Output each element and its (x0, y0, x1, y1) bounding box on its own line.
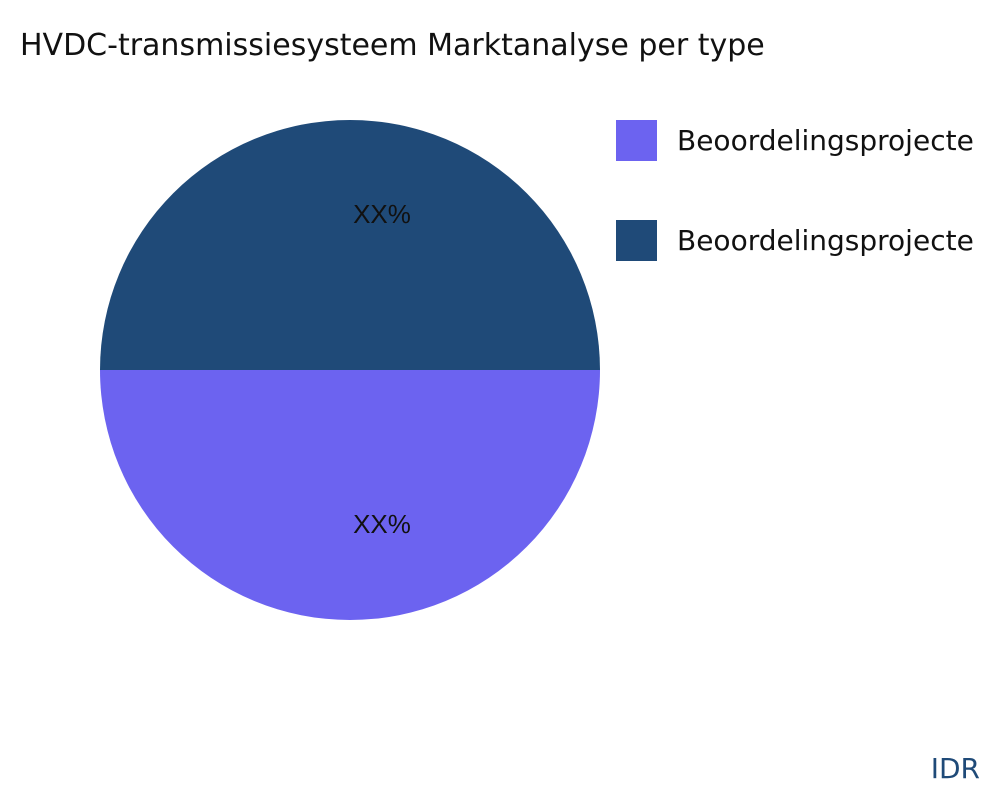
legend-label: Beoordelingsprojecte (677, 223, 974, 257)
legend-swatch (616, 120, 657, 161)
legend: Beoordelingsprojecte Beoordelingsproject… (616, 120, 1000, 320)
pie-slice[interactable] (100, 370, 600, 620)
legend-label: Beoordelingsprojecte (677, 123, 974, 157)
legend-item[interactable]: Beoordelingsprojecte (616, 120, 1000, 161)
chart-title: HVDC-transmissiesysteem Marktanalyse per… (20, 28, 765, 63)
legend-item[interactable]: Beoordelingsprojecte (616, 219, 1000, 261)
brand-logo: IDR (930, 752, 980, 785)
legend-swatch (616, 219, 657, 261)
pie-slice[interactable] (100, 120, 600, 370)
slice-label: XX% (353, 509, 411, 539)
slice-label: XX% (353, 199, 411, 229)
